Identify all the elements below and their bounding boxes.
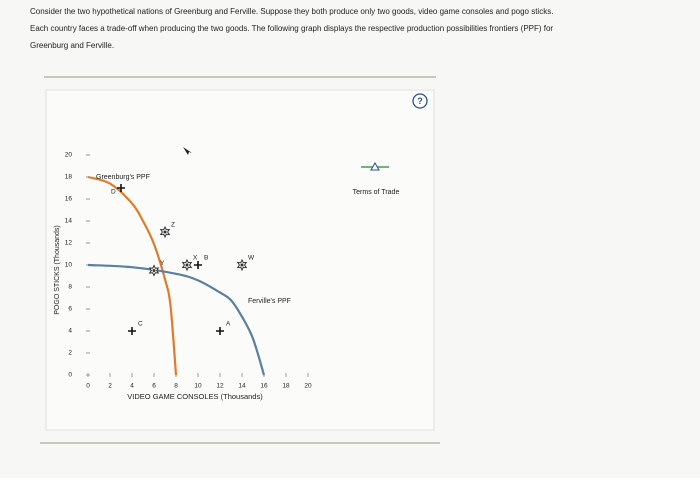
plus-marker — [128, 327, 136, 335]
point-label: D — [111, 189, 116, 196]
point — [117, 184, 125, 192]
graph-panel — [45, 89, 435, 431]
point-label: X — [193, 255, 198, 262]
point — [181, 258, 193, 272]
plus-marker — [117, 184, 125, 192]
point — [159, 225, 171, 239]
point-label: Z — [171, 222, 175, 229]
x-tick-label: 20 — [304, 383, 312, 390]
star-center — [185, 263, 189, 267]
y-tick-label: 6 — [68, 306, 72, 313]
y-tick-label: 20 — [65, 152, 73, 159]
y-tick-label: 4 — [68, 328, 72, 335]
x-axis-label: VIDEO GAME CONSOLES (Thousands) — [127, 392, 263, 401]
x-tick-label: 18 — [282, 383, 290, 390]
help-icon[interactable]: ? — [417, 96, 423, 106]
y-tick-label: 10 — [65, 262, 73, 269]
legend-marker — [370, 161, 380, 171]
series-label: Ferville's PPF — [248, 298, 291, 305]
question-line: Greenburg and Ferville. — [30, 41, 114, 50]
ppf-curve — [87, 263, 266, 376]
x-tick-label: 0 — [86, 383, 90, 390]
y-tick-label: 2 — [68, 350, 72, 357]
point — [194, 261, 202, 269]
x-tick-label: 4 — [130, 383, 134, 390]
legend-label: Terms of Trade — [353, 189, 400, 196]
question-line: Consider the two hypothetical nations of… — [30, 7, 553, 16]
plus-marker — [194, 261, 202, 269]
y-tick-label: 18 — [65, 174, 73, 181]
x-tick-label: 2 — [108, 383, 112, 390]
point — [216, 327, 224, 335]
point-label: A — [226, 321, 231, 328]
y-axis-label: POGO STICKS (Thousands) — [54, 225, 61, 314]
y-tick-label: 8 — [68, 284, 72, 291]
star-center — [163, 230, 167, 234]
x-tick-label: 10 — [194, 383, 202, 390]
plus-marker — [216, 327, 224, 335]
star-center — [240, 263, 244, 267]
cursor — [183, 147, 192, 155]
y-tick-label: 12 — [65, 240, 73, 247]
series-label: Greenburg's PPF — [96, 174, 150, 181]
x-tick-label: 16 — [260, 383, 268, 390]
point — [148, 264, 160, 277]
ppf-curve — [87, 175, 178, 376]
point-label: C — [138, 321, 143, 328]
y-tick-label: 0 — [68, 372, 72, 379]
question-line: Each country faces a trade-off when prod… — [30, 24, 553, 33]
x-tick-label: 8 — [174, 383, 178, 390]
help-button[interactable] — [412, 93, 428, 109]
y-tick-label: 14 — [65, 218, 73, 225]
x-tick-label: 6 — [152, 383, 156, 390]
point — [236, 258, 248, 272]
point-label: W — [248, 255, 255, 262]
x-tick-label: 14 — [238, 383, 246, 390]
point — [128, 327, 136, 335]
point-label: Y — [160, 260, 165, 267]
point-label: B — [204, 255, 208, 262]
x-tick-label: 12 — [216, 383, 224, 390]
y-tick-label: 16 — [65, 196, 73, 203]
star-center — [152, 269, 156, 272]
